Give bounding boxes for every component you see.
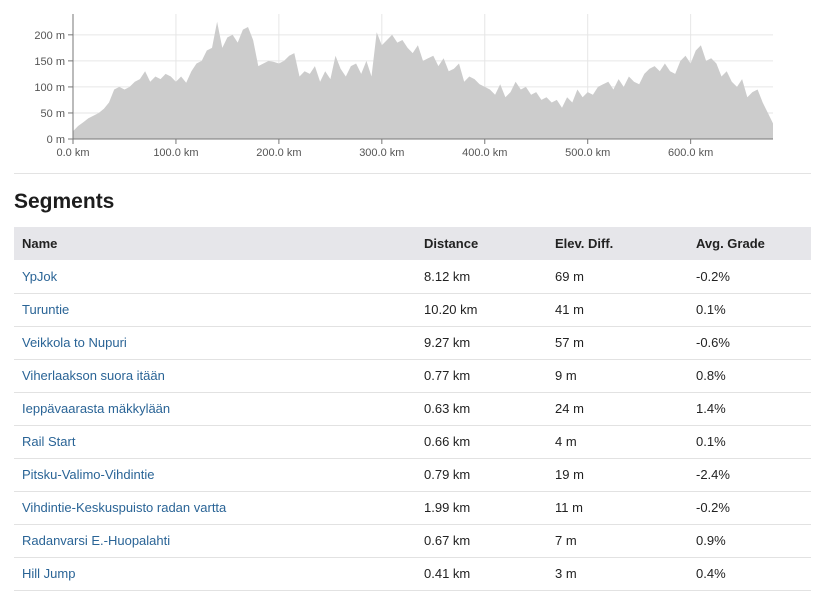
segment-elev-diff-cell: 3 m: [555, 566, 577, 581]
segment-name-cell: Hill Jump: [14, 557, 416, 590]
table-row: Veikkola to Nupuri 9.27 km 57 m -0.6%: [14, 326, 811, 359]
x-tick-label: 0.0 km: [56, 147, 89, 159]
segment-name-cell: Rail Start: [14, 425, 416, 458]
column-header-distance: Distance: [424, 236, 479, 251]
x-tick-label: 600.0 km: [668, 147, 713, 159]
x-tick-label: 100.0 km: [153, 147, 198, 159]
segment-elev-diff-cell: 69 m: [555, 268, 584, 284]
segment-distance-cell: 10.20 km: [424, 302, 478, 317]
segment-distance-cell: 0.63 km: [424, 401, 471, 416]
segment-name-cell: Turuntie: [14, 293, 416, 326]
segment-avg-grade-cell: 0.4%: [696, 566, 726, 581]
segment-name-link[interactable]: Ieppävaarasta mäkkylään: [22, 401, 171, 416]
column-header-name: Name: [22, 236, 58, 251]
segment-name-link[interactable]: Vihdintie-Keskuspuisto radan vartta: [22, 500, 227, 515]
segment-avg-grade-cell: 0.1%: [696, 434, 726, 449]
segment-distance-cell: 0.79 km: [424, 467, 471, 482]
x-tick-label: 500.0 km: [565, 147, 610, 159]
chart-divider: [14, 173, 811, 174]
segment-avg-grade-cell: 1.4%: [696, 401, 726, 416]
table-row: Pitsku-Valimo-Vihdintie 0.79 km 19 m -2.4%: [14, 458, 811, 491]
segment-avg-grade-cell: -2.4%: [696, 467, 730, 482]
segment-name-cell: YpJok: [14, 260, 416, 293]
segments-heading: Segments: [14, 190, 115, 213]
y-tick-label: 200 m: [34, 30, 65, 42]
segment-name-link[interactable]: Veikkola to Nupuri: [22, 335, 127, 350]
segment-elev-diff-cell: 24 m: [555, 401, 584, 416]
chart-axes: 0 m 50 m 100 m 150 m 200 m 0.0 km 100.0 km 200.…: [34, 14, 773, 159]
table-row: Radanvarsi E.-Huopalahti 0.67 km 7 m 0.9%: [14, 524, 811, 557]
segment-elev-diff-cell: 4 m: [555, 434, 577, 449]
segment-name-cell: Vihdintie-Keskuspuisto radan vartta: [14, 491, 416, 524]
segments-table: Name Distance Elev. Diff. Avg. Grade YpJ…: [14, 227, 811, 591]
segment-name-cell: Radanvarsi E.-Huopalahti: [14, 524, 416, 557]
segment-name-link[interactable]: YpJok: [22, 268, 58, 284]
segment-distance-cell: 0.41 km: [424, 566, 471, 581]
column-header-avg-grade: Avg. Grade: [696, 236, 765, 251]
table-row: YpJok 8.12 km 69 m -0.2%: [14, 260, 811, 293]
segment-name-link[interactable]: Radanvarsi E.-Huopalahti: [22, 533, 171, 548]
segment-distance-cell: 9.27 km: [424, 335, 471, 350]
segment-avg-grade-cell: 0.1%: [696, 302, 726, 317]
segment-elev-diff-cell: 9 m: [555, 368, 577, 383]
y-tick-label: 50 m: [41, 108, 65, 120]
x-tick-label: 200.0 km: [256, 147, 301, 159]
segment-name-link[interactable]: Turuntie: [22, 302, 70, 317]
y-tick-label: 100 m: [34, 82, 65, 94]
segment-avg-grade-cell: -0.2%: [696, 268, 730, 284]
table-row: Rail Start 0.66 km 4 m 0.1%: [14, 425, 811, 458]
segment-avg-grade-cell: 0.8%: [696, 368, 726, 383]
segment-name-cell: Pitsku-Valimo-Vihdintie: [14, 458, 416, 491]
segment-elev-diff-cell: 7 m: [555, 533, 577, 548]
segment-name-link[interactable]: Hill Jump: [22, 566, 76, 581]
segment-distance-cell: 1.99 km: [424, 500, 471, 515]
table-row: Hill Jump 0.41 km 3 m 0.4%: [14, 557, 811, 590]
segment-distance-cell: 0.77 km: [424, 368, 471, 383]
x-tick-label: 300.0 km: [359, 147, 404, 159]
segment-name-cell: Viherlaakson suora itään: [14, 359, 416, 392]
table-row: Viherlaakson suora itään 0.77 km 9 m 0.8%: [14, 359, 811, 392]
segment-name-link[interactable]: Rail Start: [22, 434, 76, 449]
segment-distance-cell: 0.66 km: [424, 434, 471, 449]
y-tick-label: 0 m: [47, 134, 65, 146]
segment-elev-diff-cell: 11 m: [555, 500, 583, 515]
segment-distance-cell: 0.67 km: [424, 533, 471, 548]
table-row: Ieppävaarasta mäkkylään 0.63 km 24 m 1.4%: [14, 392, 811, 425]
segment-elev-diff-cell: 41 m: [555, 302, 584, 317]
elevation-chart: 0 m 50 m 100 m 150 m 200 m 0.0 km 100.0 km 200.…: [0, 0, 830, 175]
table-row: Vihdintie-Keskuspuisto radan vartta 1.99 …: [14, 491, 811, 524]
segment-name-cell: Ieppävaarasta mäkkylään: [14, 392, 416, 425]
segment-name-cell: Veikkola to Nupuri: [14, 326, 416, 359]
x-tick-label: 400.0 km: [462, 147, 507, 159]
elevation-area: [73, 21, 773, 139]
elevation-chart-svg: 0 m 50 m 100 m 150 m 200 m 0.0 km 100.0 km 200.…: [34, 14, 773, 159]
table-row: Turuntie 10.20 km 41 m 0.1%: [14, 293, 811, 326]
segment-name-link[interactable]: Pitsku-Valimo-Vihdintie: [22, 467, 155, 482]
y-tick-label: 150 m: [34, 56, 65, 68]
segments-table-body: YpJok 8.12 km 69 m -0.2% Turuntie 10.20 km 41 …: [14, 260, 811, 590]
table-header-row: Name Distance Elev. Diff. Avg. Grade: [14, 227, 811, 260]
segment-avg-grade-cell: -0.6%: [696, 335, 730, 350]
segment-distance-cell: 8.12 km: [424, 268, 471, 284]
segment-avg-grade-cell: 0.9%: [696, 533, 726, 548]
segment-name-link[interactable]: Viherlaakson suora itään: [22, 368, 165, 383]
segment-avg-grade-cell: -0.2%: [696, 500, 730, 515]
column-header-elev-diff: Elev. Diff.: [555, 236, 614, 251]
segment-elev-diff-cell: 57 m: [555, 335, 584, 350]
segment-elev-diff-cell: 19 m: [555, 467, 584, 482]
